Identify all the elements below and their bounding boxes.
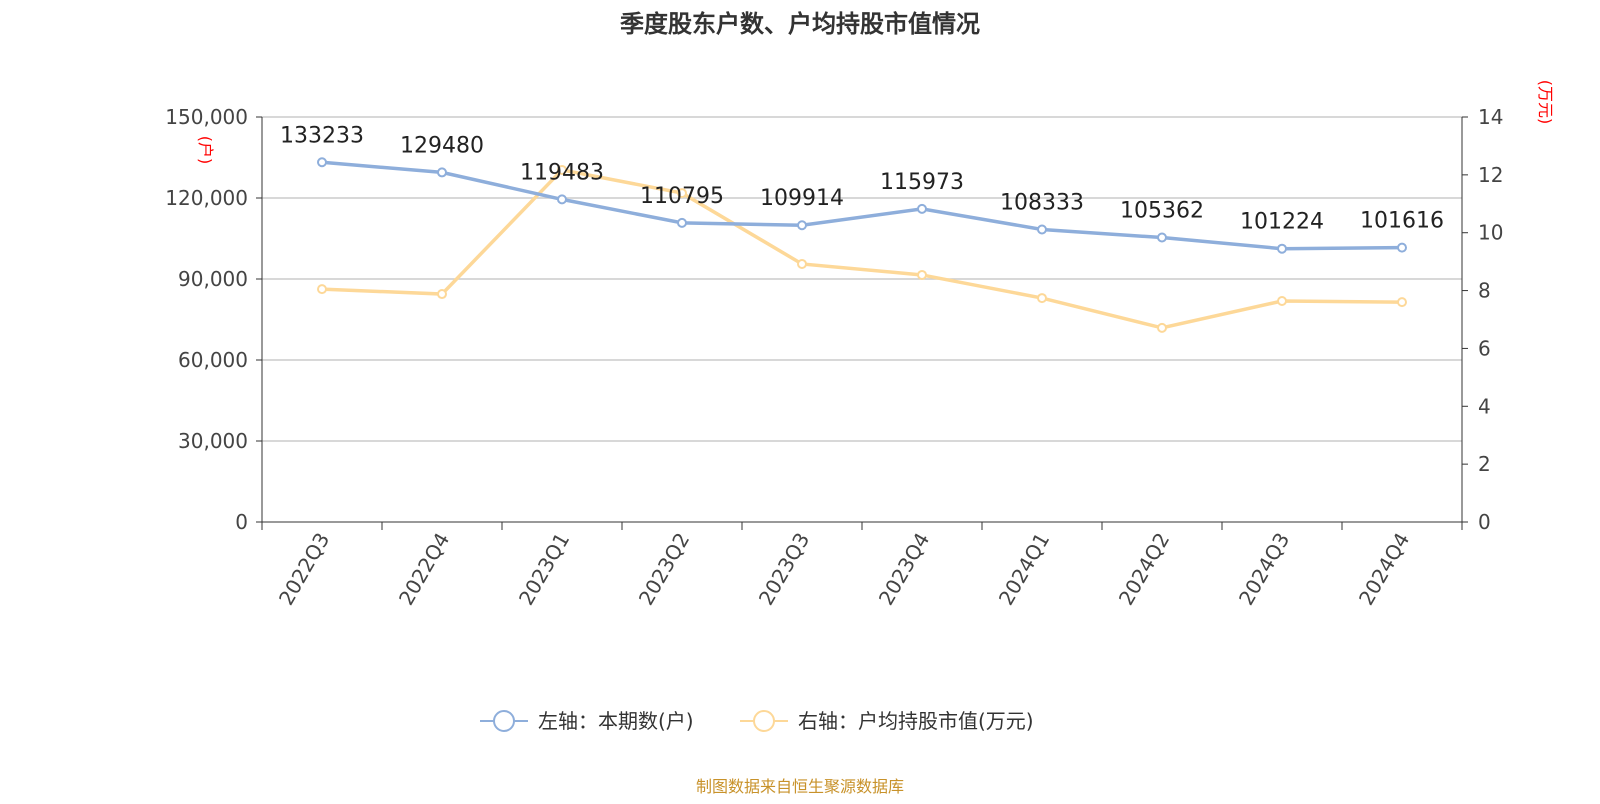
left-tick-label: 30,000 bbox=[178, 429, 248, 453]
data-label: 129480 bbox=[400, 133, 484, 158]
x-tick-label: 2024Q3 bbox=[1234, 529, 1294, 610]
x-tick-label: 2024Q2 bbox=[1114, 529, 1174, 610]
data-point bbox=[1157, 322, 1167, 333]
legend-marker-0 bbox=[493, 710, 515, 732]
right-tick-label: 6 bbox=[1478, 336, 1491, 360]
left-tick-label: 60,000 bbox=[178, 348, 248, 372]
data-label: 119483 bbox=[520, 160, 604, 185]
data-point bbox=[1397, 297, 1407, 308]
data-label: 108333 bbox=[1000, 191, 1084, 216]
legend-marker-1 bbox=[753, 710, 775, 732]
data-point bbox=[1277, 243, 1287, 254]
right-tick-label: 2 bbox=[1478, 452, 1491, 476]
data-point bbox=[557, 164, 567, 175]
data-point bbox=[317, 157, 327, 168]
right-tick-label: 12 bbox=[1478, 163, 1503, 187]
data-point bbox=[797, 220, 807, 231]
data-point bbox=[437, 289, 447, 300]
right-tick-label: 0 bbox=[1478, 510, 1491, 534]
data-label: 110795 bbox=[640, 184, 724, 209]
data-point bbox=[1277, 295, 1287, 306]
right-tick-label: 14 bbox=[1478, 105, 1503, 129]
left-tick-label: 90,000 bbox=[178, 267, 248, 291]
data-point bbox=[1037, 224, 1047, 235]
data-point bbox=[917, 269, 927, 280]
left-tick-label: 150,000 bbox=[165, 105, 248, 129]
data-label: 133233 bbox=[280, 123, 364, 148]
right-tick-label: 4 bbox=[1478, 394, 1491, 418]
left-tick-label: 120,000 bbox=[165, 186, 248, 210]
data-label: 105362 bbox=[1120, 199, 1204, 224]
data-point bbox=[797, 258, 807, 269]
x-tick-label: 2023Q4 bbox=[874, 529, 934, 610]
x-tick-label: 2022Q4 bbox=[394, 529, 454, 610]
data-label: 101616 bbox=[1360, 209, 1444, 234]
series-line-1 bbox=[321, 168, 1403, 330]
data-point bbox=[1397, 242, 1407, 253]
series-line-0 bbox=[321, 160, 1403, 251]
right-tick-label: 8 bbox=[1478, 279, 1491, 303]
data-point bbox=[557, 194, 567, 205]
left-tick-label: 0 bbox=[235, 510, 248, 534]
x-tick-label: 2022Q3 bbox=[274, 529, 334, 610]
data-point bbox=[1157, 232, 1167, 243]
right-tick-label: 10 bbox=[1478, 221, 1503, 245]
x-tick-label: 2023Q1 bbox=[514, 529, 574, 610]
data-label: 115973 bbox=[880, 170, 964, 195]
data-label: 101224 bbox=[1240, 210, 1324, 235]
data-label: 109914 bbox=[760, 186, 844, 211]
chart-title: 季度股东户数、户均持股市值情况 bbox=[620, 10, 980, 38]
data-point bbox=[917, 203, 927, 214]
data-point bbox=[317, 284, 327, 295]
source-note: 制图数据来自恒生聚源数据库 bbox=[696, 777, 904, 796]
right-axis-label: (万元) bbox=[1536, 80, 1555, 125]
data-point bbox=[1037, 293, 1047, 304]
legend-label-1: 右轴：户均持股市值(万元) bbox=[798, 709, 1034, 733]
x-tick-label: 2024Q4 bbox=[1354, 529, 1414, 610]
x-tick-label: 2023Q2 bbox=[634, 529, 694, 610]
x-tick-label: 2024Q1 bbox=[994, 529, 1054, 610]
data-point bbox=[677, 217, 687, 228]
data-point bbox=[437, 167, 447, 178]
x-tick-label: 2023Q3 bbox=[754, 529, 814, 610]
data-point bbox=[677, 188, 687, 199]
left-axis-label: (户) bbox=[196, 136, 215, 165]
legend-label-0: 左轴：本期数(户) bbox=[538, 709, 694, 733]
